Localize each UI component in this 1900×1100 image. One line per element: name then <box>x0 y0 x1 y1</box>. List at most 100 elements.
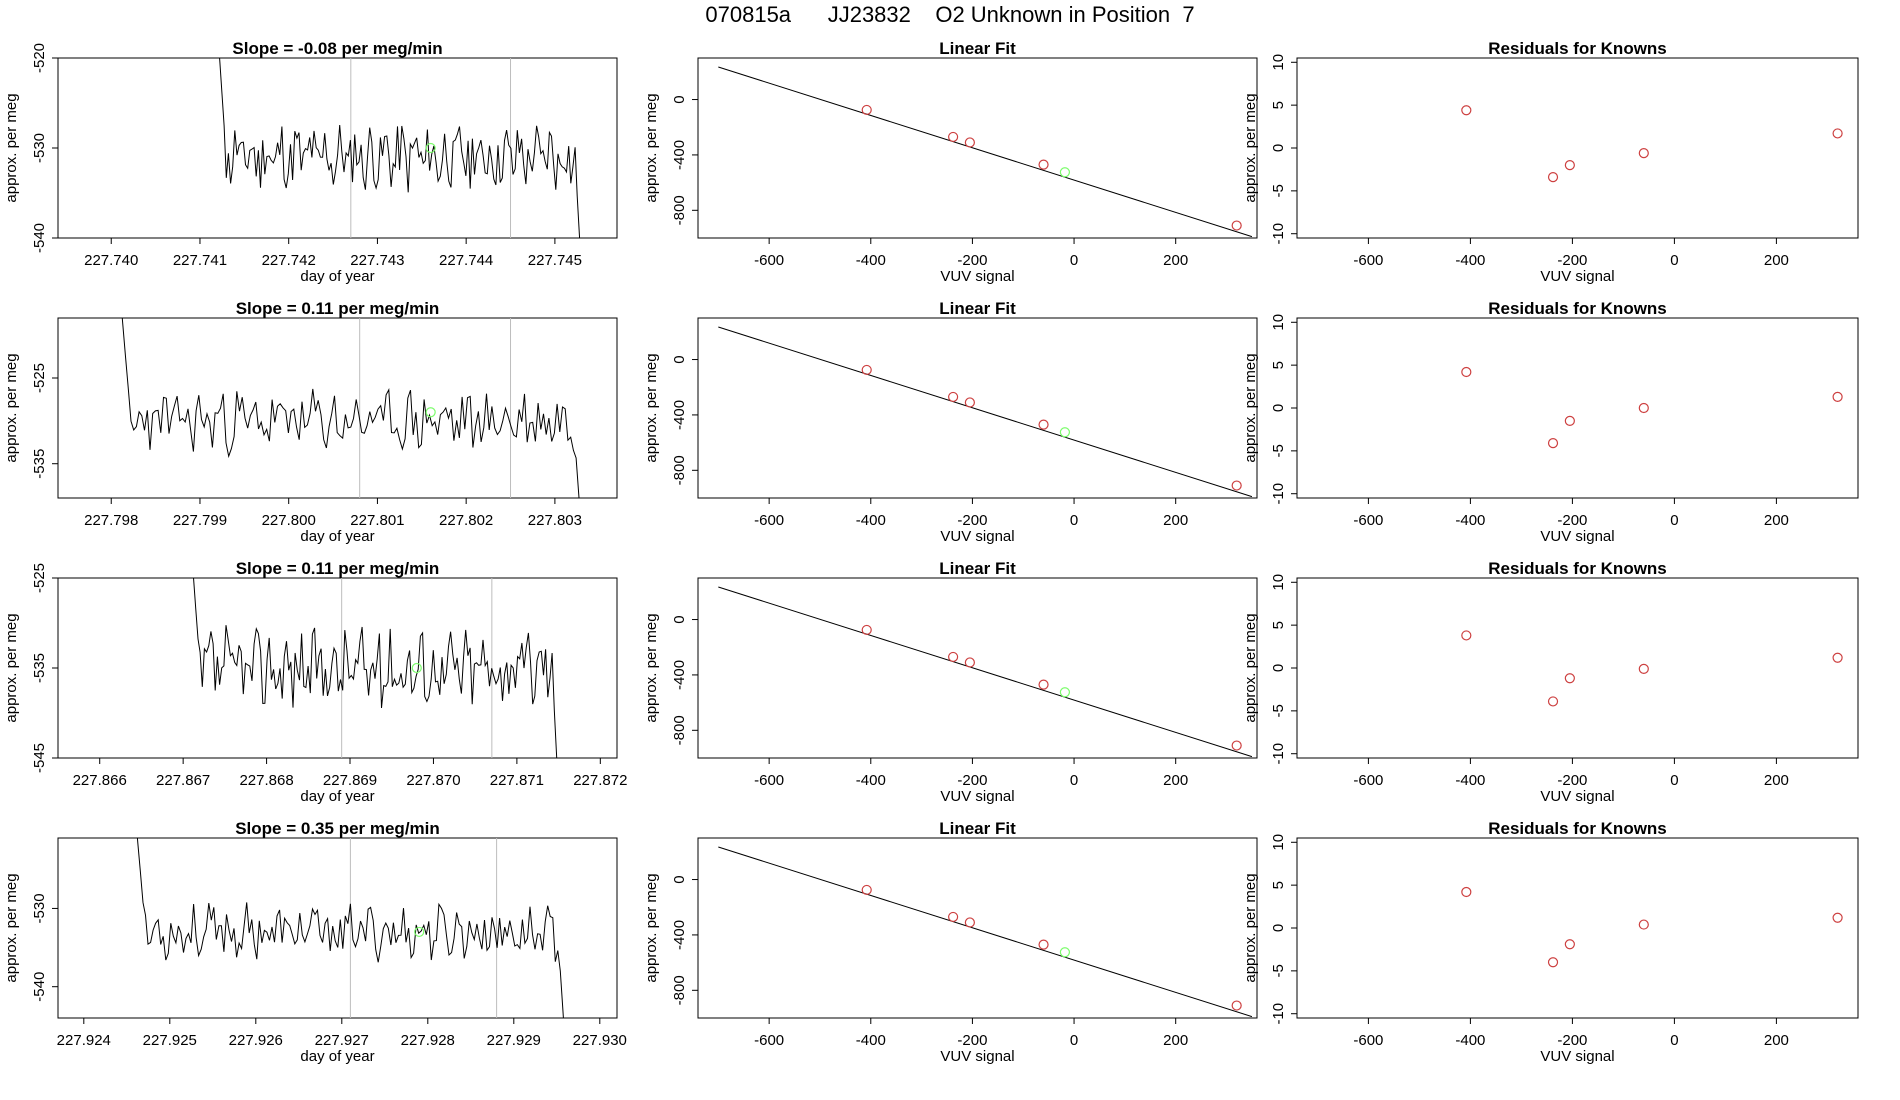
y-tick-label: -5 <box>1270 184 1287 197</box>
known-point <box>1038 159 1049 170</box>
x-tick-label: 200 <box>1163 252 1188 269</box>
known-point <box>964 917 975 928</box>
y-axis-label: approx. per meg <box>3 613 20 722</box>
y-axis: -10 -5 0 5 10 <box>1270 54 1298 245</box>
y-axis-label: approx. per meg <box>643 93 660 202</box>
x-tick-label: -200 <box>957 252 987 269</box>
y-axis-label: approx. per meg <box>1242 873 1259 982</box>
y-tick-label: -530 <box>31 893 48 923</box>
fit-line <box>718 846 1253 1018</box>
y-axis-label: approx. per meg <box>3 93 20 202</box>
y-tick-label: 5 <box>1270 881 1287 889</box>
known-point <box>948 131 959 143</box>
y-tick-label: -400 <box>671 660 688 690</box>
known-point <box>1832 128 1843 139</box>
plot-frame <box>57 577 618 759</box>
fit-line <box>718 326 1253 498</box>
known-point <box>1231 220 1242 231</box>
x-tick-label: 227.870 <box>406 772 460 789</box>
data-series-line <box>136 838 564 1018</box>
unknown-point <box>1059 947 1071 958</box>
known-point <box>1832 391 1843 402</box>
x-axis-label: VUV signal <box>940 268 1014 285</box>
known-point <box>861 104 872 116</box>
page-title: 070815a JJ23832 O2 Unknown in Position 7 <box>705 2 1195 27</box>
known-point <box>964 137 975 148</box>
x-tick-label: -400 <box>1455 772 1485 789</box>
y-axis-label: approx. per meg <box>643 613 660 722</box>
y-tick-label: 0 <box>671 355 688 363</box>
known-point <box>1638 402 1649 414</box>
plot-frame <box>1296 577 1859 759</box>
x-axis: -600 -400 -200 0 200 <box>754 757 1188 789</box>
y-axis-label: approx. per meg <box>1242 353 1259 462</box>
x-axis: -600 -400 -200 0 200 <box>754 237 1188 269</box>
x-tick-label: -200 <box>957 1032 987 1049</box>
plot-frame <box>697 577 1258 759</box>
chart-title: Linear Fit <box>939 559 1016 578</box>
y-tick-label: 5 <box>1270 101 1287 109</box>
x-tick-label: 227.798 <box>84 512 138 529</box>
x-tick-label: -600 <box>754 252 784 269</box>
y-axis: -10 -5 0 5 10 <box>1270 574 1298 765</box>
x-tick-label: 227.929 <box>487 1032 541 1049</box>
x-tick-label: 200 <box>1764 1032 1789 1049</box>
known-point <box>948 391 959 403</box>
y-tick-label: -540 <box>31 223 48 253</box>
x-tick-label: 227.868 <box>239 772 293 789</box>
y-axis: -800 -400 0 <box>671 95 699 225</box>
y-tick-label: 10 <box>1270 54 1287 71</box>
x-tick-label: 227.924 <box>57 1032 111 1049</box>
x-tick-label: 227.799 <box>173 512 227 529</box>
x-tick-label: 0 <box>1070 1032 1078 1049</box>
x-tick-label: -400 <box>856 252 886 269</box>
x-tick-label: 227.925 <box>143 1032 197 1049</box>
x-axis-label: day of year <box>300 1048 374 1065</box>
y-axis-label: approx. per meg <box>643 873 660 982</box>
chart-panel-12: Residuals for Knowns -600 -400 -200 0 200 VUV … <box>1242 819 1859 1065</box>
y-tick-label: -545 <box>31 743 48 773</box>
known-point <box>1547 696 1559 707</box>
y-tick-label: 5 <box>1270 361 1287 369</box>
known-point <box>948 911 959 923</box>
x-tick-label: -200 <box>1557 1032 1587 1049</box>
x-tick-label: 227.742 <box>262 252 316 269</box>
plot-area <box>718 846 1253 1018</box>
x-axis-label: day of year <box>300 268 374 285</box>
x-tick-label: 227.869 <box>323 772 377 789</box>
x-tick-label: 227.872 <box>573 772 627 789</box>
x-tick-label: 0 <box>1670 252 1678 269</box>
x-axis-label: VUV signal <box>940 528 1014 545</box>
chart-title: Residuals for Knowns <box>1488 39 1667 58</box>
x-axis: 227.866 227.867 227.868 227.869 227.870 227.8… <box>73 757 627 789</box>
y-axis-label: approx. per meg <box>3 873 20 982</box>
x-tick-label: 227.802 <box>439 512 493 529</box>
chart-panel-5: Linear Fit -600 -400 -200 0 200 VUV signal -800… <box>643 299 1258 545</box>
known-point <box>861 884 872 896</box>
y-tick-label: -400 <box>671 920 688 950</box>
y-tick-label: 0 <box>1270 924 1287 932</box>
x-axis-label: VUV signal <box>940 788 1014 805</box>
x-axis-label: VUV signal <box>940 1048 1014 1065</box>
chart-panel-8: Linear Fit -600 -400 -200 0 200 VUV signal -800… <box>643 559 1258 805</box>
y-axis: -800 -400 0 <box>671 615 699 745</box>
known-point <box>861 624 872 636</box>
x-tick-label: 200 <box>1163 772 1188 789</box>
x-tick-label: 227.741 <box>173 252 227 269</box>
known-point <box>861 364 872 376</box>
x-tick-label: 0 <box>1070 512 1078 529</box>
x-tick-label: 227.801 <box>350 512 404 529</box>
chart-title: Slope = 0.35 per meg/min <box>235 819 440 838</box>
x-tick-label: 0 <box>1070 252 1078 269</box>
x-tick-label: 227.926 <box>229 1032 283 1049</box>
known-point <box>1461 366 1472 378</box>
chart-panel-3: Residuals for Knowns -600 -400 -200 0 200 VUV … <box>1242 39 1859 285</box>
x-tick-label: 227.740 <box>84 252 138 269</box>
chart-panel-11: Linear Fit -600 -400 -200 0 200 VUV signal -800… <box>643 819 1258 1065</box>
known-point <box>1038 939 1049 950</box>
x-axis: -600 -400 -200 0 200 <box>754 497 1188 529</box>
known-point <box>1547 438 1559 449</box>
